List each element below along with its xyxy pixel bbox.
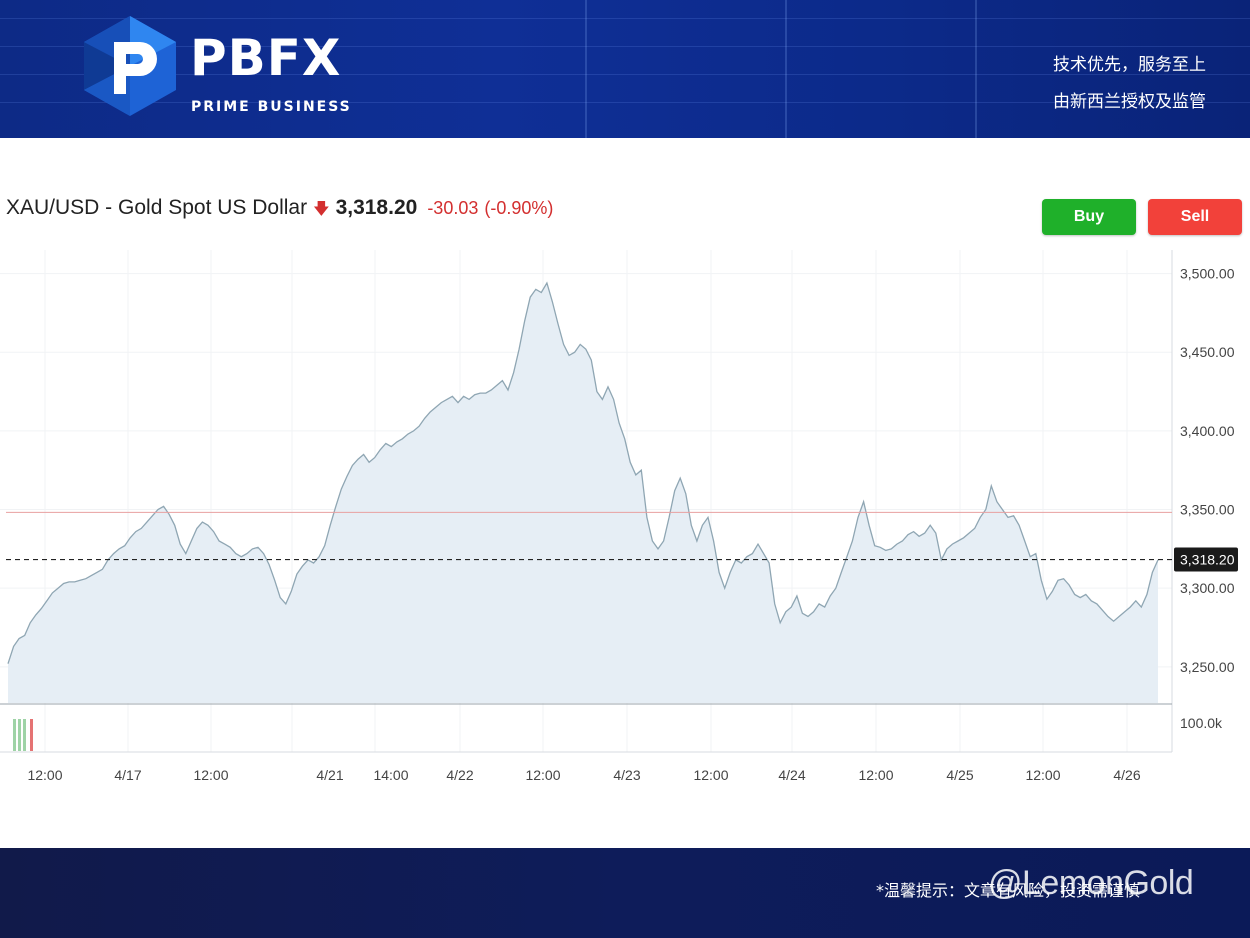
- sell-button[interactable]: Sell: [1148, 199, 1242, 235]
- x-tick-label: 4/26: [1113, 767, 1140, 783]
- slogan-line-2: 由新西兰授权及监管: [1053, 92, 1206, 112]
- brand-header: PBFX PRIME BUSINESS 技术优先，服务至上 由新西兰授权及监管: [0, 0, 1250, 138]
- x-tick-label: 4/17: [114, 767, 141, 783]
- quote-header: XAU/USD - Gold Spot US Dollar 🡇 3,318.20…: [6, 196, 553, 226]
- price-change-percent: (-0.90%): [484, 198, 554, 218]
- risk-notice: *温馨提示：文章有风险，投资需谨慎: [876, 881, 1141, 900]
- y-tick-label: 3,350.00: [1180, 502, 1235, 518]
- volume-axis-label: 100.0k: [1180, 715, 1223, 731]
- x-tick-label: 4/22: [446, 767, 473, 783]
- x-tick-label: 4/24: [778, 767, 805, 783]
- buy-button[interactable]: Buy: [1042, 199, 1136, 235]
- x-tick-label: 12:00: [858, 767, 893, 783]
- instrument-title: XAU/USD - Gold Spot US Dollar: [6, 196, 308, 219]
- volume-bar: [23, 719, 26, 751]
- x-tick-label: 12:00: [1025, 767, 1060, 783]
- watermark-text: @LemonGold: [988, 864, 1194, 902]
- current-price-tag: [1174, 547, 1238, 572]
- x-tick-label: 14:00: [373, 767, 408, 783]
- logo-wordmark: PBFX: [190, 29, 342, 87]
- price-line: [7, 281, 1159, 664]
- x-tick-label: 4/25: [946, 767, 973, 783]
- y-tick-label: 3,400.00: [1180, 423, 1235, 439]
- volume-bar: [30, 719, 33, 751]
- x-tick-label: 12:00: [193, 767, 228, 783]
- price-area-fill: [8, 283, 1158, 703]
- logo-subtitle: PRIME BUSINESS: [191, 99, 352, 115]
- price-change: -30.03: [427, 198, 479, 218]
- volume-bar: [13, 719, 16, 751]
- volume-bar: [18, 719, 21, 751]
- x-tick-label: 4/21: [316, 767, 343, 783]
- current-price-tag-label: 3,318.20: [1180, 552, 1235, 568]
- x-tick-label: 12:00: [693, 767, 728, 783]
- x-tick-label: 4/23: [613, 767, 640, 783]
- x-tick-label: 12:00: [525, 767, 560, 783]
- arrow-down-icon: 🡇: [313, 201, 330, 218]
- current-price: 3,318.20: [335, 196, 418, 219]
- y-tick-label: 3,300.00: [1180, 580, 1235, 596]
- footer-bar: [0, 848, 1250, 938]
- y-tick-label: 3,500.00: [1180, 266, 1235, 282]
- slogan-line-1: 技术优先，服务至上: [1053, 55, 1206, 75]
- x-tick-label: 12:00: [27, 767, 62, 783]
- price-chart: 3,500.00 3,450.00 3,400.00 3,350.00 3,300.00…: [0, 250, 1238, 783]
- pbfx-logo-icon: [84, 16, 176, 116]
- y-tick-label: 3,450.00: [1180, 344, 1235, 360]
- y-tick-label: 3,250.00: [1180, 659, 1235, 675]
